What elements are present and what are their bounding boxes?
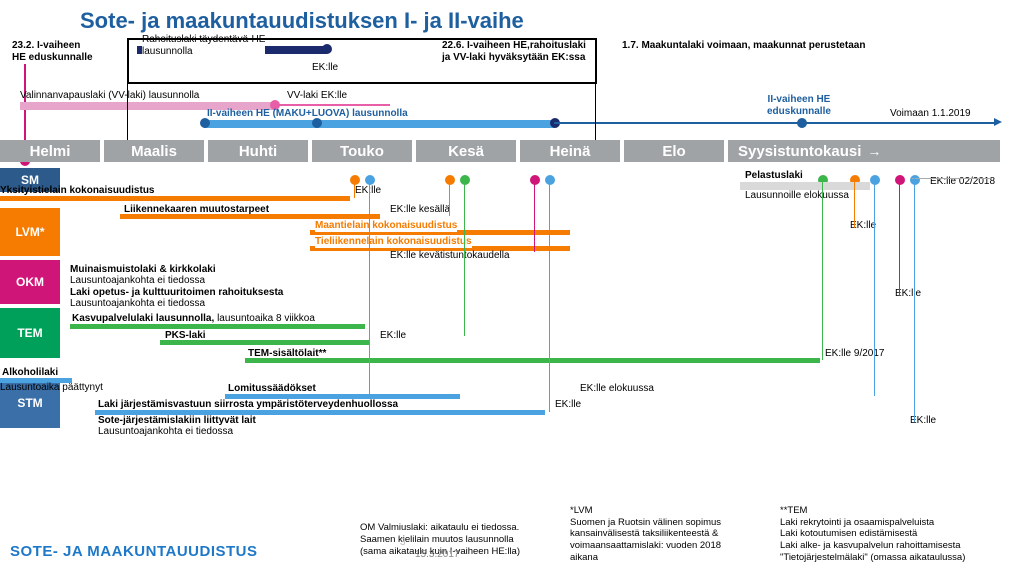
txt-tem2: PKS-laki: [165, 330, 206, 342]
bar-pelastus: [740, 182, 870, 190]
date-text: 15.3.2017: [415, 549, 460, 560]
txt-okm1: Muinaismuistolaki & kirkkolaki: [70, 264, 216, 276]
ek-kevat: EK:lle kevätistuntokaudella: [390, 250, 510, 261]
conn10: [899, 176, 900, 296]
txt-pelastus: Pelastuslaki: [745, 170, 803, 182]
txt-lvm3: Tieliikennelain kokonaisuudistus: [315, 236, 472, 248]
footnote-lvm: *LVMSuomen ja Ruotsin välinen sopimuskan…: [570, 505, 770, 564]
dot-r1: [350, 175, 360, 185]
dot-ii2: [312, 118, 322, 128]
txt-tem3: TEM-sisältölait**: [248, 348, 326, 360]
txt-stm3s: Lausuntoajankohta ei tiedossa: [98, 426, 233, 438]
txt-sm1: Yksityistielain kokonaisuudistus: [0, 185, 155, 197]
arrow-voimaan: [994, 118, 1002, 126]
ek-tem2: EK:lle: [380, 330, 406, 341]
line-ek02: [912, 178, 992, 179]
label-ii: II-vaiheen HE (MAKU+LUOVA) lausunnolla: [207, 108, 408, 120]
conn1: [354, 176, 355, 198]
month-huhti: Huhti: [208, 140, 308, 162]
conn6: [549, 176, 550, 412]
logo-text: SOTE- JA MAAKUNTAUUDISTUS: [10, 543, 258, 560]
bar-sm1: [0, 196, 350, 201]
txt-okm1s: Lausuntoajankohta ei tiedossa: [70, 275, 205, 287]
month-kesa: Kesä: [416, 140, 516, 162]
txt-tem1b: Kasvupalvelulaki lausunnolla,: [72, 313, 214, 324]
ek-tem9: EK:lle 9/2017: [825, 348, 885, 359]
bar-tem1: [70, 324, 365, 329]
bar-ii: [204, 120, 554, 128]
dot-r4: [460, 175, 470, 185]
label-he1: 23.2. I-vaiheenHE eduskunnalle: [12, 40, 93, 64]
page-title: Sote- ja maakuntauudistuksen I- ja II-va…: [80, 8, 1012, 34]
month-elo: Elo: [624, 140, 724, 162]
dot-r11: [910, 175, 920, 185]
txt-tem1: Kasvupalvelulaki lausunnolla, lausuntoai…: [72, 313, 315, 325]
txt-stm1: Lomitussäädökset: [228, 383, 316, 395]
dot-r10: [895, 175, 905, 185]
dot-r9: [870, 175, 880, 185]
txt-lvm2: Maantielain kokonaisuudistus: [315, 220, 457, 232]
months-row: Helmi Maalis Huhti Touko Kesä Heinä Elo …: [0, 140, 1000, 162]
label-maakunta-text: 1.7. Maakuntalaki voimaan, maakunnat per…: [622, 40, 865, 51]
conn3: [449, 176, 450, 216]
month-touko: Touko: [312, 140, 412, 162]
label-vvek: VV-laki EK:lle: [287, 90, 347, 102]
min-lvm: LVM*: [0, 208, 60, 256]
box-outline: [127, 38, 597, 84]
month-maalis: Maalis: [104, 140, 204, 162]
txt-alko: Alkoholilaki: [2, 367, 58, 379]
dot-iiedus: [797, 118, 807, 128]
conn8: [854, 176, 855, 228]
dot-ii1: [200, 118, 210, 128]
dot-r5: [530, 175, 540, 185]
footnote-om: OM Valmiuslaki: aikataulu ei tiedossa.Sa…: [360, 522, 560, 558]
conn9: [874, 176, 875, 396]
line-voimaan: [554, 122, 994, 124]
conn7: [822, 176, 823, 360]
conn2: [369, 176, 370, 394]
month-syys: Syysistuntokausi →: [728, 140, 1000, 162]
txt-okm2: Laki opetus- ja kulttuuritoimen rahoituk…: [70, 287, 283, 299]
month-syys-label: Syysistuntokausi: [738, 143, 861, 160]
txt-pelastus2: Lausunnoille elokuussa: [745, 190, 849, 202]
dot-r2: [365, 175, 375, 185]
top-timeline: 23.2. I-vaiheenHE eduskunnalle Rahoitusl…: [12, 40, 1012, 140]
txt-stm3: Sote-järjestämislakiin liittyvät lait: [98, 415, 256, 427]
conn11: [914, 176, 915, 422]
ek-kesa: EK:lle kesällä: [390, 204, 450, 215]
conn5: [534, 176, 535, 252]
label-voimaan: Voimaan 1.1.2019: [890, 108, 971, 120]
bar-tem3: [245, 358, 820, 363]
conn4: [464, 176, 465, 336]
arrow-icon: →: [867, 143, 881, 159]
txt-lvm1: Liikennekaaren muutostarpeet: [124, 204, 269, 216]
ek-stm2: EK:lle: [555, 399, 581, 410]
month-heina: Heinä: [520, 140, 620, 162]
txt-stm2: Laki järjestämisvastuun siirrosta ympäri…: [98, 399, 398, 411]
txt-alko2: Lausuntoaika päättynyt: [0, 382, 103, 394]
label-maakunta: 1.7. Maakuntalaki voimaan, maakunnat per…: [622, 40, 865, 52]
label-iiedus: II-vaiheen HEeduskunnalle: [767, 94, 831, 118]
month-helmi: Helmi: [0, 140, 100, 162]
line-vvek: [275, 104, 390, 106]
txt-okm2s: Lausuntoajankohta ei tiedossa: [70, 298, 205, 310]
page-number: 3: [400, 537, 406, 548]
ek-elo: EK:lle elokuussa: [580, 383, 654, 394]
dot-r3: [445, 175, 455, 185]
min-okm: OKM: [0, 260, 60, 304]
footnote-tem: **TEMLaki rekrytointi ja osaamispalvelui…: [780, 505, 1000, 564]
min-tem: TEM: [0, 308, 60, 358]
label-vv: Valinnanvapauslaki (VV-laki) lausunnolla: [20, 90, 199, 102]
dot-r6: [545, 175, 555, 185]
txt-tem1s: lausuntoaika 8 viikkoa: [217, 313, 315, 324]
